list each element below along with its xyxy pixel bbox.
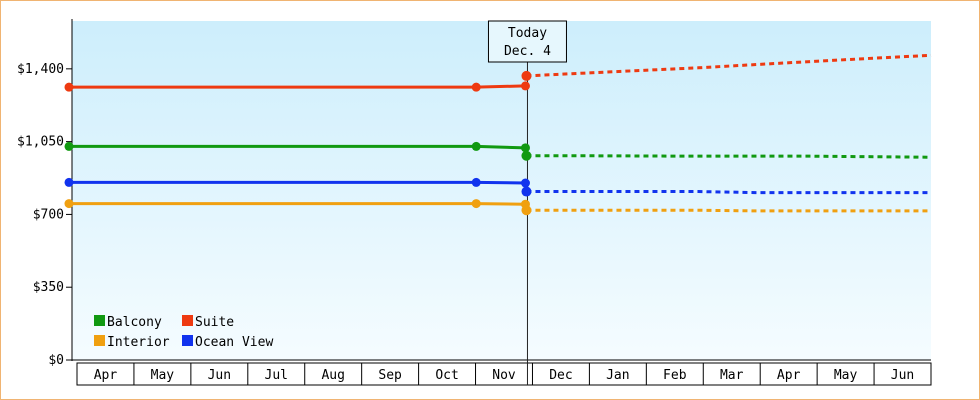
series-ocean-view-point [471, 177, 481, 187]
series-ocean-view-forecast-start-point [521, 186, 532, 197]
today-label: Today [508, 26, 547, 41]
x-tick-label: Feb [663, 368, 687, 383]
series-interior-forecast-line [526, 208, 931, 213]
y-tick-label: $350 [33, 280, 64, 295]
series-interior-forecast-start-point [521, 205, 532, 216]
x-tick-label: Jan [606, 368, 629, 383]
series-interior-point [471, 199, 481, 209]
legend-swatch-suite [182, 315, 193, 326]
series-balcony-forecast-start-point [521, 150, 532, 161]
plot-background [72, 21, 931, 360]
series-interior-history-line [69, 202, 526, 206]
x-tick-label: May [834, 368, 858, 383]
series-ocean-view-history-line [69, 180, 526, 185]
series-suite-forecast-start-point [521, 70, 532, 81]
series-balcony-point [64, 141, 74, 151]
legend-label-balcony: Balcony [107, 315, 162, 330]
x-tick-label: Jul [265, 368, 288, 383]
y-tick-label: $1,400 [17, 62, 64, 77]
y-tick-label: $700 [33, 207, 64, 222]
x-tick-label: Jun [891, 368, 914, 383]
legend-swatch-ocean-view [182, 335, 193, 346]
series-ocean-view-point [520, 178, 530, 188]
series-suite-point [64, 82, 74, 92]
x-tick-label: Jun [208, 368, 231, 383]
legend-label-interior: Interior [107, 335, 170, 350]
x-tick-label: Apr [94, 368, 118, 383]
x-axis-band [76, 362, 932, 386]
x-tick-label: Oct [435, 368, 458, 383]
legend-label-ocean-view: Ocean View [195, 335, 273, 350]
x-tick-label: May [151, 368, 175, 383]
y-tick-label: $1,050 [17, 135, 64, 150]
series-suite-point [471, 82, 481, 92]
series-ocean-view-point [64, 177, 74, 187]
x-tick-label: Dec [549, 368, 572, 383]
legend-swatch-balcony [94, 315, 105, 326]
series-suite-forecast-line [526, 53, 932, 78]
x-tick-label: Apr [777, 368, 801, 383]
x-tick-label: Mar [720, 368, 744, 383]
legend-label-suite: Suite [195, 315, 234, 330]
series-balcony-point [471, 141, 481, 151]
series-balcony-point [520, 143, 530, 153]
series-ocean-view-forecast-line [526, 190, 931, 195]
today-box [487, 20, 567, 63]
series-suite-history-line [69, 84, 526, 89]
series-balcony-history-line [69, 144, 526, 150]
series-interior-point [64, 199, 74, 209]
y-tick-label: $0 [48, 353, 64, 368]
x-tick-label: Aug [321, 368, 344, 383]
legend-swatch-interior [94, 335, 105, 346]
series-balcony-forecast-line [526, 154, 932, 159]
x-tick-label: Nov [492, 368, 516, 383]
today-date: Dec. 4 [504, 44, 551, 59]
series-suite-point [520, 81, 530, 91]
x-tick-label: Sep [378, 368, 402, 383]
